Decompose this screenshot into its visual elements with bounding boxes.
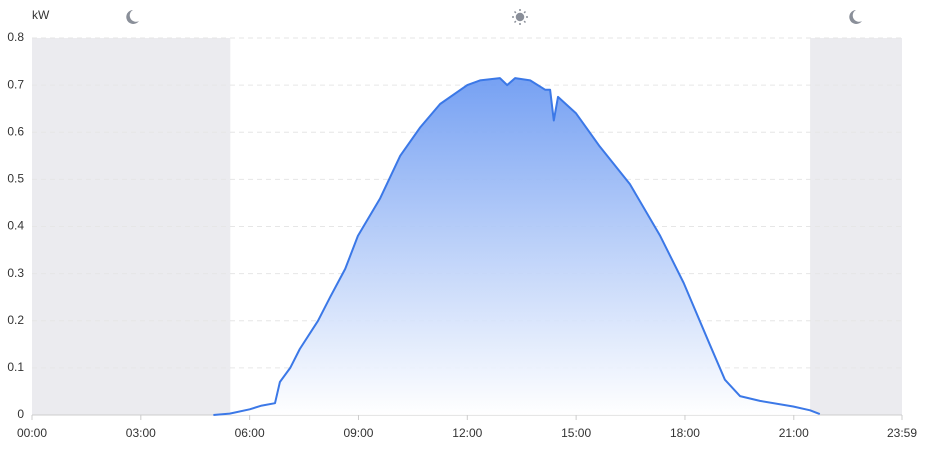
x-tick-label: 15:00 [561,426,591,440]
y-tick-label: 0.6 [7,124,24,138]
y-tick-label: 0.1 [7,360,24,374]
moon-icon [849,10,862,24]
moon-icon [126,10,139,24]
x-tick-label: 06:00 [235,426,265,440]
y-tick-label: 0.3 [7,266,24,280]
y-tick-label: 0.4 [7,219,24,233]
x-tick-label: 03:00 [126,426,156,440]
line [213,77,821,416]
x-tick-label: 12:00 [452,426,482,440]
y-tick-label: 0.5 [7,172,24,186]
x-tick-label: 21:00 [779,426,809,440]
area-fill [213,78,820,415]
y-tick-label: 0.7 [7,77,24,91]
y-tick-label: 0.2 [7,313,24,327]
x-tick-label: 09:00 [343,426,373,440]
sun-icon [512,9,528,25]
y-tick-label: 0 [17,407,24,421]
y-tick-label: 0.8 [7,30,24,44]
y-axis-unit: kW [32,8,50,22]
x-tick-label: 00:00 [17,426,47,440]
x-tick-label: 18:00 [670,426,700,440]
x-tick-label: 23:59 [887,426,917,440]
